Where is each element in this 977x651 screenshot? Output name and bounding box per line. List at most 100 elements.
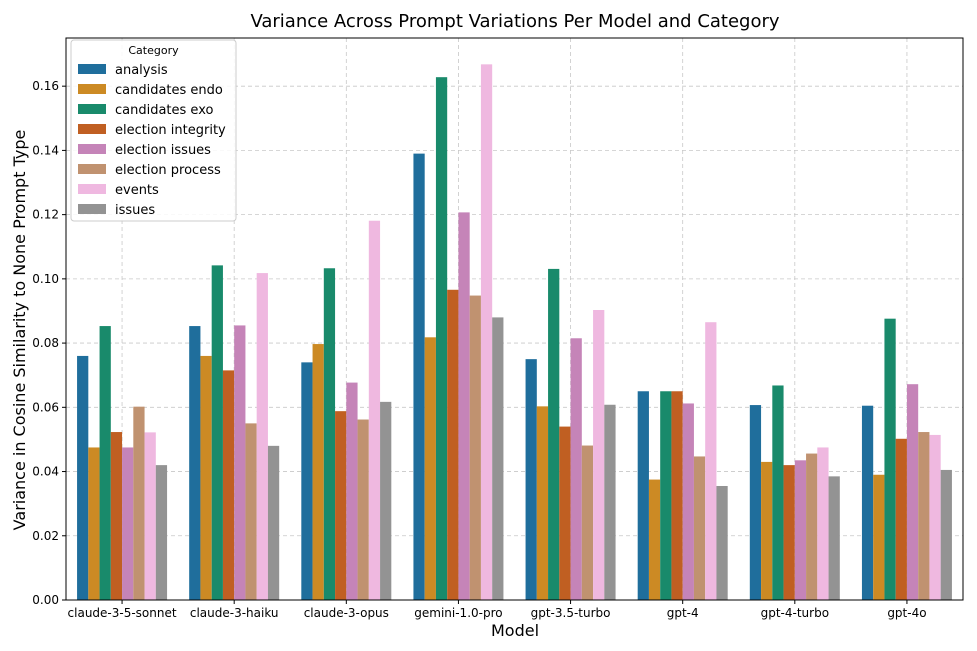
bar-election-integrity-claude-3-haiku bbox=[222, 370, 235, 600]
y-tick-label: 0.00 bbox=[32, 593, 59, 607]
bar-events-gpt-3.5-turbo bbox=[593, 310, 605, 600]
y-tick-label: 0.06 bbox=[32, 400, 59, 414]
bar-election-issues-claude-3-haiku bbox=[234, 325, 246, 600]
bar-analysis-claude-3-opus bbox=[301, 362, 313, 600]
bar-analysis-gpt-4-turbo bbox=[749, 405, 762, 600]
bar-election-process-claude-3-opus bbox=[357, 419, 369, 600]
bar-candidates-exo-claude-3-haiku bbox=[211, 265, 223, 600]
bars bbox=[77, 64, 952, 601]
bar-election-process-gpt-4 bbox=[693, 456, 706, 600]
legend-label-events: events bbox=[115, 183, 159, 198]
bar-issues-claude-3-opus bbox=[380, 401, 392, 600]
x-axis-title: Model bbox=[491, 621, 539, 640]
bar-candidates-endo-claude-3-opus bbox=[312, 344, 324, 600]
bar-analysis-claude-3-haiku bbox=[189, 326, 201, 600]
legend-swatch-election-issues bbox=[78, 144, 106, 154]
bar-election-issues-gpt-4o bbox=[906, 384, 919, 600]
bar-candidates-exo-claude-3-opus bbox=[323, 268, 336, 600]
bar-election-issues-gpt-3.5-turbo bbox=[570, 338, 582, 600]
bar-issues-gpt-4 bbox=[716, 485, 728, 600]
y-tick-label: 0.16 bbox=[32, 79, 59, 93]
bar-analysis-gpt-4 bbox=[637, 391, 649, 600]
x-tick-label: gpt-4o bbox=[887, 606, 926, 620]
bar-events-claude-3-5-sonnet bbox=[144, 432, 156, 600]
bar-election-process-claude-3-5-sonnet bbox=[133, 406, 145, 600]
bar-analysis-claude-3-5-sonnet bbox=[77, 355, 89, 600]
bar-events-gpt-4-turbo bbox=[817, 447, 829, 600]
bar-candidates-endo-claude-3-haiku bbox=[200, 355, 212, 600]
legend-swatch-candidates-exo bbox=[78, 104, 106, 114]
legend-title: Category bbox=[128, 44, 179, 57]
legend-swatch-events bbox=[78, 184, 106, 194]
x-axis: claude-3-5-sonnet claude-3-haiku claude-3-… bbox=[68, 600, 927, 620]
x-tick-label: claude-3-opus bbox=[304, 606, 389, 620]
bar-candidates-endo-claude-3-5-sonnet bbox=[88, 447, 100, 600]
bar-candidates-exo-gpt-4-turbo bbox=[772, 385, 784, 600]
x-tick-label: claude-3-5-sonnet bbox=[68, 606, 177, 620]
legend-label-candidates-exo: candidates exo bbox=[115, 103, 213, 118]
chart-title: Variance Across Prompt Variations Per Mo… bbox=[250, 11, 779, 32]
bar-election-issues-claude-3-5-sonnet bbox=[122, 447, 134, 600]
x-tick-label: gemini-1.0-pro bbox=[414, 606, 502, 620]
legend-label-analysis: analysis bbox=[115, 63, 168, 78]
bar-candidates-endo-gpt-3.5-turbo bbox=[536, 406, 549, 600]
bar-election-integrity-claude-3-opus bbox=[335, 411, 347, 600]
legend-swatch-analysis bbox=[78, 64, 106, 74]
bar-events-gemini-1.0-pro bbox=[480, 64, 493, 600]
bar-analysis-gpt-4o bbox=[861, 405, 874, 600]
legend-swatch-candidates-endo bbox=[78, 84, 106, 94]
bar-events-claude-3-opus bbox=[368, 220, 381, 600]
y-axis: 0.00 0.02 0.04 0.06 0.08 0.10 0.12 0.14 0.16 bbox=[32, 79, 66, 607]
x-tick-label: gpt-4 bbox=[667, 606, 699, 620]
bar-election-integrity-gpt-4 bbox=[671, 391, 683, 600]
bar-election-issues-gpt-4-turbo bbox=[794, 460, 807, 600]
y-tick-label: 0.04 bbox=[32, 465, 59, 479]
y-tick-label: 0.10 bbox=[32, 272, 59, 286]
bar-issues-claude-3-haiku bbox=[267, 445, 280, 600]
y-tick-label: 0.02 bbox=[32, 529, 59, 543]
legend-box bbox=[70, 39, 237, 222]
bar-election-process-claude-3-haiku bbox=[245, 423, 257, 600]
bar-candidates-exo-gemini-1.0-pro bbox=[435, 77, 448, 600]
y-tick-label: 0.12 bbox=[32, 208, 59, 222]
bar-candidates-endo-gpt-4 bbox=[648, 479, 661, 600]
bar-election-integrity-gpt-4o bbox=[895, 438, 907, 600]
bar-issues-gpt-4o bbox=[940, 469, 952, 600]
bar-events-claude-3-haiku bbox=[256, 273, 268, 600]
bar-events-gpt-4 bbox=[705, 322, 717, 600]
bar-election-process-gpt-4-turbo bbox=[806, 453, 818, 600]
bar-election-issues-gemini-1.0-pro bbox=[458, 212, 470, 601]
bar-candidates-exo-gpt-4o bbox=[884, 318, 896, 600]
bar-candidates-exo-claude-3-5-sonnet bbox=[99, 326, 111, 600]
bar-issues-gpt-4-turbo bbox=[828, 476, 840, 600]
y-tick-label: 0.14 bbox=[32, 143, 59, 157]
bar-candidates-endo-gemini-1.0-pro bbox=[424, 337, 436, 600]
legend: Category analysis candidates endo candidate… bbox=[70, 39, 237, 222]
bar-issues-claude-3-5-sonnet bbox=[155, 465, 168, 600]
bar-candidates-exo-gpt-4 bbox=[660, 391, 672, 600]
legend-swatch-election-process bbox=[78, 164, 106, 174]
bar-candidates-endo-gpt-4o bbox=[873, 474, 885, 600]
bar-election-integrity-gpt-4-turbo bbox=[783, 465, 795, 600]
legend-label-election-issues: election issues bbox=[115, 143, 211, 158]
bar-election-integrity-gemini-1.0-pro bbox=[447, 289, 459, 600]
bar-election-integrity-claude-3-5-sonnet bbox=[110, 432, 123, 600]
bar-issues-gemini-1.0-pro bbox=[492, 317, 504, 600]
bar-election-process-gpt-3.5-turbo bbox=[581, 445, 594, 600]
y-axis-title: Variance in Cosine Similarity to None Pr… bbox=[10, 130, 29, 531]
bar-election-process-gemini-1.0-pro bbox=[469, 295, 481, 600]
legend-label-issues: issues bbox=[115, 203, 155, 218]
bar-election-issues-gpt-4 bbox=[682, 403, 694, 600]
bar-events-gpt-4o bbox=[929, 434, 941, 600]
bar-analysis-gemini-1.0-pro bbox=[413, 153, 425, 600]
legend-label-election-integrity: election integrity bbox=[115, 123, 226, 138]
legend-swatch-issues bbox=[78, 204, 106, 214]
x-tick-label: gpt-4-turbo bbox=[761, 606, 829, 620]
legend-label-candidates-endo: candidates endo bbox=[115, 83, 223, 98]
legend-swatch-election-integrity bbox=[78, 124, 106, 134]
bar-election-process-gpt-4o bbox=[918, 432, 930, 600]
bar-issues-gpt-3.5-turbo bbox=[604, 404, 616, 600]
plot-frame bbox=[65, 37, 964, 601]
x-tick-label: gpt-3.5-turbo bbox=[531, 606, 611, 620]
